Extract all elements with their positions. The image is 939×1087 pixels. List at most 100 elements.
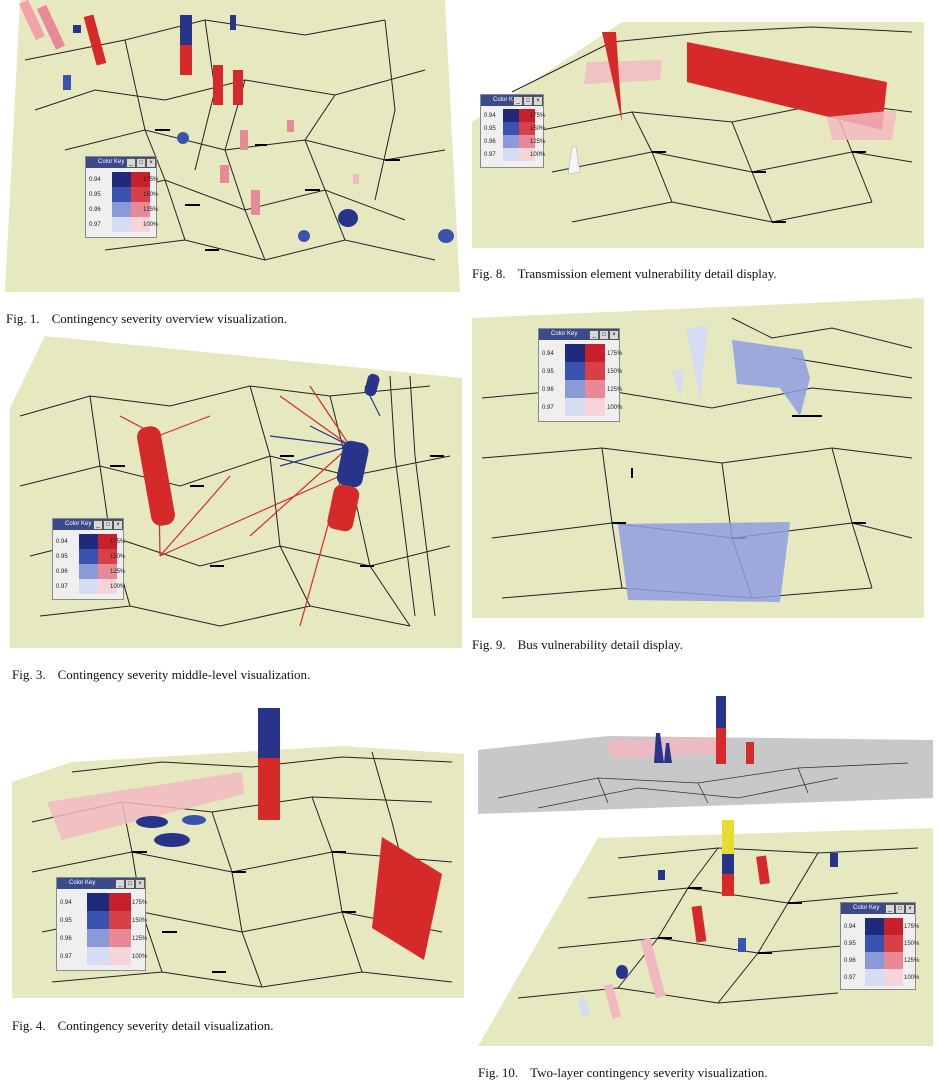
key-row-label: 0.96 bbox=[89, 207, 101, 213]
close-button[interactable]: × bbox=[146, 158, 156, 168]
bus-bars bbox=[658, 887, 802, 954]
color-key-title: Color Key bbox=[69, 880, 96, 886]
key-row-label: 0.97 bbox=[89, 222, 101, 228]
figure-10-image bbox=[478, 696, 933, 1046]
key-percent-label: 125% bbox=[143, 207, 159, 213]
minimize-button[interactable]: _ bbox=[115, 879, 125, 889]
light-blue-cylinder bbox=[577, 997, 591, 1017]
color-key-window[interactable]: Color Key _ □ × 0.94 0.95 0.96 0.97 175% 15… bbox=[538, 328, 623, 422]
pink-vulnerability-surface bbox=[827, 110, 897, 140]
key-percent-label: 150% bbox=[110, 554, 126, 560]
key-percent-label: 100% bbox=[110, 584, 126, 590]
key-percent-label: 100% bbox=[904, 975, 920, 981]
severity-cylinders bbox=[19, 0, 454, 243]
close-button[interactable]: × bbox=[905, 904, 915, 914]
key-percent-label: 125% bbox=[530, 139, 546, 145]
figure-caption-text: Bus vulnerability detail display. bbox=[517, 637, 683, 652]
maximize-button[interactable]: □ bbox=[125, 879, 135, 889]
key-percent-label: 150% bbox=[132, 918, 148, 924]
light-blue-cone bbox=[672, 370, 684, 398]
minimize-button[interactable]: _ bbox=[513, 96, 523, 106]
blue-cylinder bbox=[830, 853, 838, 867]
figure-3: Color Key _ □ × 0.94 0.95 0.96 0.97 175% 15… bbox=[10, 336, 462, 648]
bus-bars bbox=[155, 129, 400, 251]
key-row-label: 0.96 bbox=[844, 958, 856, 964]
figure-caption-text: Contingency severity overview visualizat… bbox=[51, 311, 287, 326]
upper-network-lines bbox=[497, 762, 909, 809]
close-button[interactable]: × bbox=[135, 879, 145, 889]
color-key-title-bar[interactable]: Color Key _ □ × bbox=[86, 157, 156, 168]
key-row-label: 0.97 bbox=[844, 975, 856, 981]
figure-3-caption: Fig. 3. Contingency severity middle-level… bbox=[12, 667, 310, 683]
red-vulnerability-surface bbox=[687, 42, 887, 130]
color-key-title: Color Key bbox=[98, 159, 125, 165]
maximize-button[interactable]: □ bbox=[523, 96, 533, 106]
minimize-button[interactable]: _ bbox=[885, 904, 895, 914]
blue-disk bbox=[154, 833, 190, 847]
color-key-title-bar[interactable]: Color Key _ □ × bbox=[53, 519, 123, 530]
figure-caption-text: Contingency severity detail visualizatio… bbox=[57, 1018, 274, 1033]
severity-cylinders bbox=[137, 373, 380, 532]
pink-vulnerability-surface bbox=[47, 772, 244, 840]
red-cylinder-segment bbox=[258, 758, 280, 820]
red-cylinder bbox=[756, 855, 770, 885]
figure-1: Color Key _ □ × 0.94 0.95 0.96 0.97 175% 15… bbox=[5, 0, 460, 292]
figure-1-caption: Fig. 1. Contingency severity overview vis… bbox=[6, 311, 287, 327]
minimize-button[interactable]: _ bbox=[93, 520, 103, 530]
maximize-button[interactable]: □ bbox=[599, 330, 609, 340]
maximize-button[interactable]: □ bbox=[136, 158, 146, 168]
key-percent-label: 175% bbox=[607, 351, 623, 357]
key-percent-label: 150% bbox=[530, 126, 546, 132]
key-row-label: 0.94 bbox=[89, 177, 101, 183]
figure-label: Fig. 8. bbox=[472, 266, 506, 281]
maximize-button[interactable]: □ bbox=[103, 520, 113, 530]
pink-cylinder bbox=[640, 937, 666, 999]
color-key-title-bar[interactable]: Color Key _ □ × bbox=[481, 95, 543, 106]
red-vulnerability-surface bbox=[372, 837, 442, 960]
red-cylinder-segment bbox=[716, 728, 726, 764]
color-key-title-bar[interactable]: Color Key _ □ × bbox=[539, 329, 619, 340]
white-cone bbox=[567, 146, 581, 175]
key-row-label: 0.95 bbox=[542, 369, 554, 375]
maximize-button[interactable]: □ bbox=[895, 904, 905, 914]
color-key-title-bar[interactable]: Color Key _ □ × bbox=[841, 903, 915, 914]
figure-4-caption: Fig. 4. Contingency severity detail visua… bbox=[12, 1018, 273, 1034]
color-key-window[interactable]: Color Key _ □ × 0.94 0.95 0.96 0.97 175% 15… bbox=[480, 94, 546, 168]
color-key-window[interactable]: Color Key _ □ × 0.94 0.95 0.96 0.97 175% 15… bbox=[52, 518, 126, 600]
key-row-label: 0.94 bbox=[60, 900, 72, 906]
figure-1-image bbox=[5, 0, 460, 292]
key-percent-label: 125% bbox=[110, 569, 126, 575]
figure-9-caption: Fig. 9. Bus vulnerability detail display. bbox=[472, 637, 683, 653]
yellow-cylinder-segment bbox=[722, 820, 734, 854]
pink-vulnerability-surface bbox=[584, 60, 662, 84]
color-key-window[interactable]: Color Key _ □ × 0.94 0.95 0.96 0.97 175% 15… bbox=[56, 877, 148, 971]
figure-8-caption: Fig. 8. Transmission element vulnerabilit… bbox=[472, 266, 777, 282]
color-key-window[interactable]: Color Key _ □ × 0.94 0.95 0.96 0.97 175% 15… bbox=[840, 902, 920, 990]
close-button[interactable]: × bbox=[609, 330, 619, 340]
close-button[interactable]: × bbox=[533, 96, 543, 106]
key-row-label: 0.96 bbox=[56, 569, 68, 575]
color-key-window[interactable]: Color Key _ □ × 0.94 0.95 0.96 0.97 175% 15… bbox=[85, 156, 159, 238]
figure-label: Fig. 3. bbox=[12, 667, 46, 682]
close-button[interactable]: × bbox=[113, 520, 123, 530]
color-key-title: Color Key bbox=[493, 97, 520, 103]
key-percent-label: 175% bbox=[530, 113, 546, 119]
key-percent-label: 100% bbox=[132, 954, 148, 960]
key-percent-label: 125% bbox=[607, 387, 623, 393]
figure-9: Color Key _ □ × 0.94 0.95 0.96 0.97 175% 15… bbox=[472, 298, 924, 618]
key-row-label: 0.94 bbox=[542, 351, 554, 357]
key-row-label: 0.95 bbox=[89, 192, 101, 198]
blue-vulnerability-surface bbox=[732, 340, 810, 416]
color-key-title-bar[interactable]: Color Key _ □ × bbox=[57, 878, 145, 889]
key-row-label: 0.96 bbox=[60, 936, 72, 942]
key-row-label: 0.94 bbox=[484, 113, 496, 119]
key-percent-label: 125% bbox=[904, 958, 920, 964]
color-key-title: Color Key bbox=[65, 521, 92, 527]
figure-10-caption: Fig. 10. Two-layer contingency severity v… bbox=[478, 1065, 767, 1081]
blue-cone bbox=[664, 743, 672, 763]
minimize-button[interactable]: _ bbox=[589, 330, 599, 340]
blue-cylinder-segment bbox=[722, 854, 734, 874]
figure-caption-text: Contingency severity middle-level visual… bbox=[57, 667, 311, 682]
blue-cylinder bbox=[738, 938, 746, 952]
minimize-button[interactable]: _ bbox=[126, 158, 136, 168]
